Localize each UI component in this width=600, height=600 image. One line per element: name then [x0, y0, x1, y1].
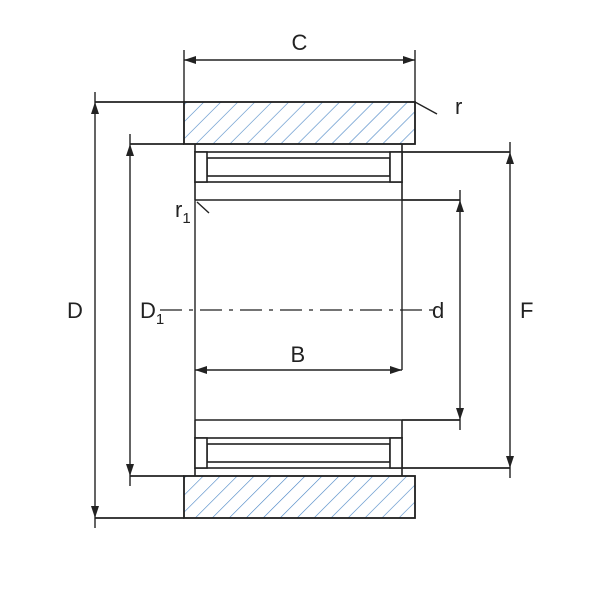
- svg-text:D1: D1: [140, 298, 164, 328]
- svg-text:r: r: [455, 94, 462, 119]
- svg-text:D: D: [67, 298, 83, 323]
- svg-text:r1: r1: [175, 197, 191, 227]
- svg-text:d: d: [432, 298, 444, 323]
- svg-text:F: F: [520, 298, 533, 323]
- svg-text:C: C: [292, 30, 308, 55]
- svg-text:B: B: [291, 342, 306, 367]
